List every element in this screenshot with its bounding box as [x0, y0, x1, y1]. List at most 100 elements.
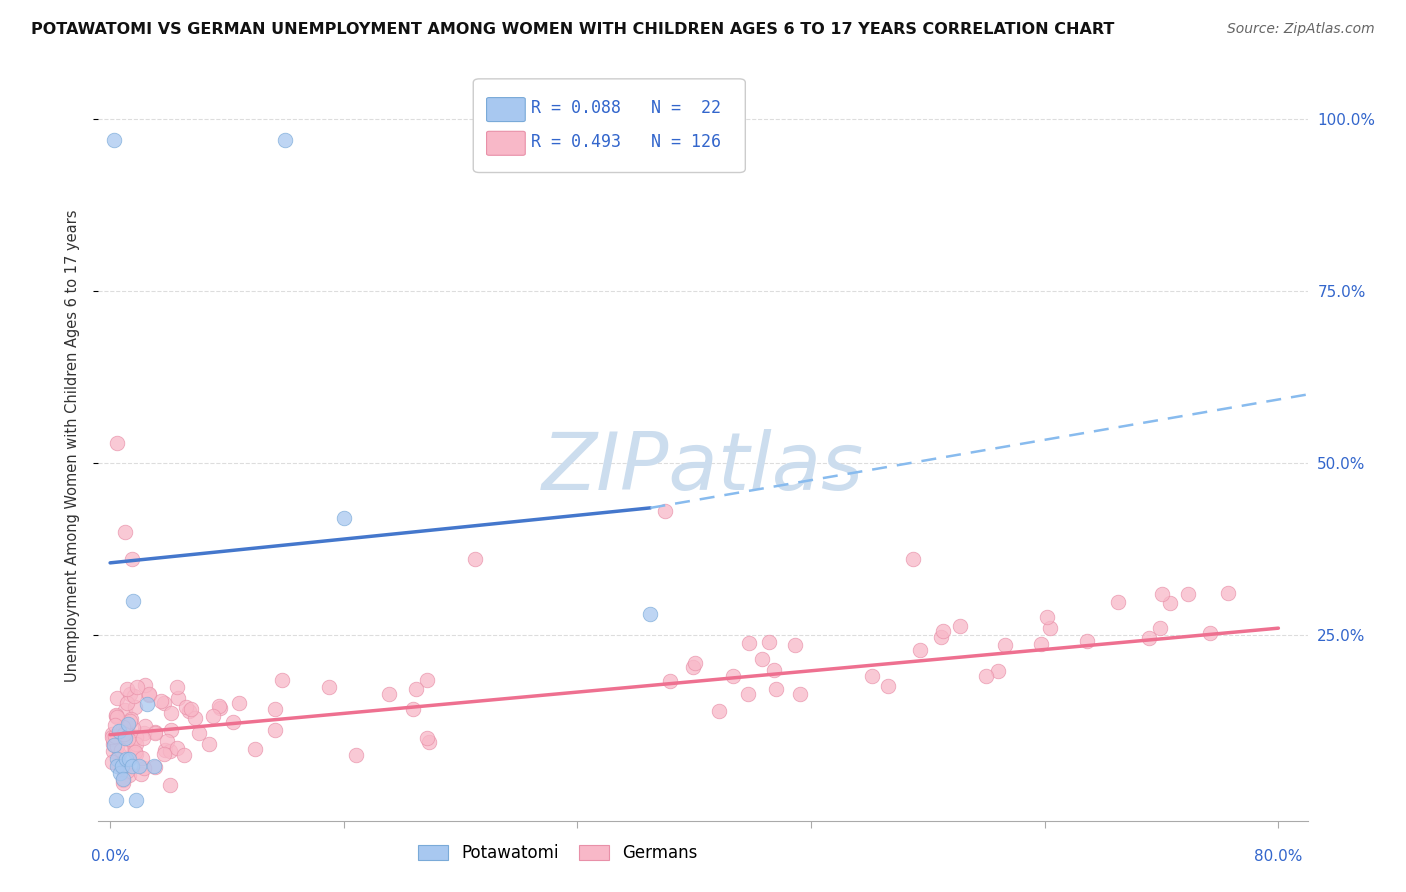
Point	[105, 710, 128, 724]
FancyBboxPatch shape	[486, 97, 526, 121]
Point	[114, 703, 136, 717]
Point	[160, 706, 183, 720]
Point	[243, 742, 266, 756]
Point	[908, 643, 931, 657]
Text: 0.0%: 0.0%	[91, 849, 129, 864]
Point	[131, 751, 153, 765]
FancyBboxPatch shape	[474, 78, 745, 172]
Point	[115, 696, 138, 710]
Point	[129, 767, 152, 781]
Point	[143, 759, 166, 773]
Point	[107, 747, 129, 761]
Point	[222, 714, 245, 729]
Point	[1107, 594, 1129, 608]
Point	[117, 732, 139, 747]
Point	[402, 702, 425, 716]
Point	[112, 772, 135, 787]
Point	[149, 694, 172, 708]
Point	[134, 719, 156, 733]
Point	[122, 689, 145, 703]
Point	[105, 739, 128, 754]
Point	[104, 718, 127, 732]
Point	[654, 504, 676, 518]
Text: R = 0.493   N = 126: R = 0.493 N = 126	[531, 133, 721, 151]
Point	[903, 552, 925, 566]
Point	[263, 723, 285, 738]
Point	[112, 775, 135, 789]
Point	[974, 669, 997, 683]
Point	[145, 726, 167, 740]
Point	[112, 772, 135, 787]
Point	[115, 752, 138, 766]
Point	[783, 638, 806, 652]
Point	[110, 743, 132, 757]
Point	[682, 660, 704, 674]
Point	[738, 636, 761, 650]
Point	[949, 619, 972, 633]
Point	[134, 762, 156, 776]
Point	[101, 755, 124, 769]
Point	[153, 743, 176, 757]
Point	[128, 758, 150, 772]
Point	[640, 607, 662, 622]
Point	[209, 701, 232, 715]
Point	[1177, 587, 1199, 601]
Point	[987, 664, 1010, 678]
Point	[156, 734, 179, 748]
Point	[405, 682, 427, 697]
Point	[418, 734, 440, 748]
Point	[105, 691, 128, 706]
Point	[416, 673, 439, 687]
Legend: Potawatomi, Germans: Potawatomi, Germans	[412, 838, 704, 869]
Point	[860, 669, 883, 683]
Point	[104, 729, 127, 743]
Point	[173, 747, 195, 762]
Point	[184, 711, 207, 725]
Point	[105, 707, 128, 722]
Point	[132, 731, 155, 746]
Point	[117, 717, 139, 731]
Point	[271, 673, 294, 687]
Point	[751, 651, 773, 665]
Point	[659, 673, 682, 688]
Point	[1036, 610, 1059, 624]
Point	[142, 758, 165, 772]
Point	[111, 730, 134, 744]
Point	[166, 680, 188, 694]
Text: 80.0%: 80.0%	[1254, 849, 1302, 864]
Point	[114, 524, 136, 539]
Point	[112, 764, 135, 779]
Point	[101, 737, 124, 751]
Point	[332, 511, 354, 525]
Point	[103, 133, 125, 147]
Point	[108, 724, 131, 739]
Point	[758, 634, 780, 648]
Point	[111, 720, 134, 734]
Point	[118, 767, 141, 781]
Point	[125, 738, 148, 752]
Point	[187, 726, 209, 740]
Point	[159, 743, 181, 757]
Point	[344, 748, 367, 763]
Point	[115, 681, 138, 696]
Point	[101, 727, 124, 741]
Point	[789, 686, 811, 700]
Point	[111, 758, 134, 772]
Point	[1076, 634, 1098, 648]
Point	[101, 744, 124, 758]
Point	[134, 726, 156, 740]
Point	[138, 687, 160, 701]
Point	[143, 725, 166, 739]
Point	[105, 708, 128, 723]
Point	[160, 723, 183, 738]
Point	[932, 624, 955, 638]
Point	[120, 714, 142, 728]
Point	[765, 681, 787, 696]
Point	[134, 678, 156, 692]
Point	[1137, 631, 1160, 645]
Point	[114, 731, 136, 746]
Point	[1029, 637, 1052, 651]
Point	[138, 688, 160, 702]
Point	[166, 741, 188, 756]
Point	[125, 730, 148, 744]
